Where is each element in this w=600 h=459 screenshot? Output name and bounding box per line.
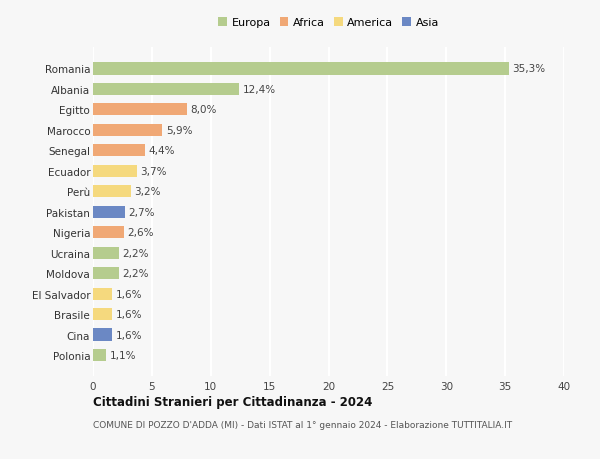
Bar: [93, 186, 131, 198]
Bar: [93, 104, 187, 116]
Text: 2,6%: 2,6%: [127, 228, 154, 238]
Text: 4,4%: 4,4%: [148, 146, 175, 156]
Text: 2,2%: 2,2%: [122, 248, 149, 258]
Text: Cittadini Stranieri per Cittadinanza - 2024: Cittadini Stranieri per Cittadinanza - 2…: [93, 395, 373, 408]
Text: 1,6%: 1,6%: [115, 330, 142, 340]
Bar: [93, 329, 112, 341]
Text: 2,2%: 2,2%: [122, 269, 149, 279]
Bar: [93, 308, 112, 320]
Text: 1,6%: 1,6%: [115, 309, 142, 319]
Bar: [93, 63, 509, 75]
Text: 3,7%: 3,7%: [140, 167, 167, 176]
Text: 35,3%: 35,3%: [512, 64, 545, 74]
Bar: [93, 124, 163, 137]
Text: 5,9%: 5,9%: [166, 126, 193, 135]
Legend: Europa, Africa, America, Asia: Europa, Africa, America, Asia: [216, 16, 441, 30]
Text: 1,1%: 1,1%: [109, 350, 136, 360]
Bar: [93, 165, 137, 178]
Text: 12,4%: 12,4%: [242, 85, 275, 95]
Bar: [93, 247, 119, 259]
Bar: [93, 288, 112, 300]
Bar: [93, 84, 239, 96]
Bar: [93, 268, 119, 280]
Text: 3,2%: 3,2%: [134, 187, 161, 197]
Bar: [93, 349, 106, 362]
Text: 8,0%: 8,0%: [191, 105, 217, 115]
Text: 2,7%: 2,7%: [128, 207, 155, 217]
Text: 1,6%: 1,6%: [115, 289, 142, 299]
Bar: [93, 206, 125, 218]
Text: COMUNE DI POZZO D'ADDA (MI) - Dati ISTAT al 1° gennaio 2024 - Elaborazione TUTTI: COMUNE DI POZZO D'ADDA (MI) - Dati ISTAT…: [93, 420, 512, 429]
Bar: [93, 227, 124, 239]
Bar: [93, 145, 145, 157]
